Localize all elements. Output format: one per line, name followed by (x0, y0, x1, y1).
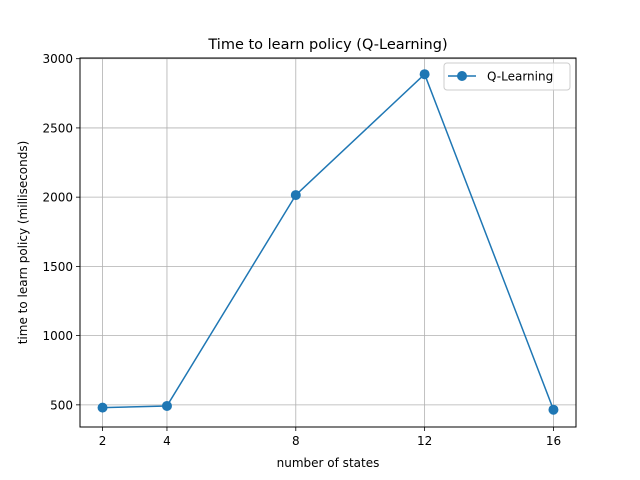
x-tick-label: 12 (417, 434, 432, 448)
axis-ticks: 2 4 8 12 16 500 1000 1500 2000 2500 3000 (42, 52, 561, 448)
legend-box (443, 62, 571, 91)
grid-lines (80, 58, 576, 427)
x-tick-label: 4 (163, 434, 171, 448)
legend-marker-q-learning (457, 71, 467, 81)
y-tick-label: 500 (50, 398, 73, 412)
plot-area-frame (79, 57, 577, 428)
x-tick-label: 2 (99, 434, 107, 448)
chart-title: Time to learn policy (Q-Learning) (207, 37, 447, 53)
y-tick-label: 2500 (42, 121, 73, 135)
x-tick-label: 16 (546, 434, 561, 448)
y-tick-label: 1000 (42, 329, 73, 343)
data-point (97, 402, 108, 413)
x-axis-label: number of states (277, 456, 380, 470)
y-tick-label: 2000 (42, 191, 73, 205)
data-point (419, 69, 430, 80)
legend-label-q-learning: Q-Learning (487, 70, 553, 84)
series-layer (97, 69, 559, 415)
data-point (290, 190, 301, 201)
y-tick-label: 1500 (42, 260, 73, 274)
legend: Q-Learning (443, 62, 571, 91)
y-tick-label: 3000 (42, 52, 73, 66)
data-point (548, 404, 559, 415)
data-point (161, 400, 172, 411)
y-axis-label: time to learn policy (milliseconds) (16, 141, 30, 345)
x-tick-label: 8 (292, 434, 300, 448)
